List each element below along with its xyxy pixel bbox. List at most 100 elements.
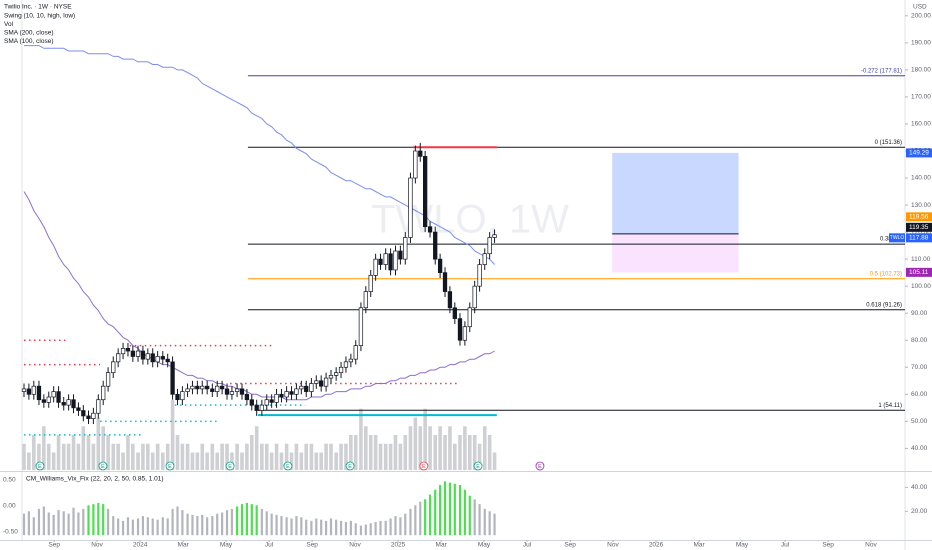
indicator-bar <box>196 516 199 536</box>
indicator-bar <box>156 519 159 536</box>
indicator-bar <box>285 517 288 536</box>
candle-body <box>467 307 472 328</box>
candle-body <box>145 353 150 360</box>
indicator-bar <box>67 513 70 536</box>
candle-body <box>348 358 354 363</box>
volume-bar <box>299 452 304 470</box>
indicator-bar <box>384 520 387 536</box>
event-label: E <box>348 464 352 470</box>
legend-item: SMA (100, close) <box>4 38 54 45</box>
indicator-bar <box>230 508 234 536</box>
event-badge <box>473 461 483 471</box>
volume-bar <box>324 443 328 470</box>
volume-bar <box>225 443 229 470</box>
candle-body <box>442 272 448 292</box>
volume-bar <box>96 417 101 470</box>
indicator-bar <box>290 518 293 536</box>
volume-bar <box>467 435 472 470</box>
y-tick-label: 200.00 <box>911 13 931 20</box>
candle-body <box>447 291 453 309</box>
volume-bar <box>190 452 195 470</box>
volume-bar <box>463 426 467 470</box>
indicator-bar <box>434 489 437 536</box>
candle-body <box>125 347 131 352</box>
event-label: E <box>538 464 542 470</box>
volume-bar <box>393 435 398 470</box>
indicator-bar <box>305 519 308 536</box>
candle-body <box>418 150 423 157</box>
indicator-bar <box>240 504 244 536</box>
price-badge <box>906 148 932 158</box>
volume-bar <box>472 435 477 470</box>
candle-body <box>244 393 250 401</box>
volume-bar <box>230 452 234 470</box>
y-tick-label: 130.00 <box>911 202 931 209</box>
sma-line <box>24 45 495 265</box>
candle-body <box>353 345 358 360</box>
event-label: E <box>228 464 232 470</box>
candle-body <box>269 399 274 403</box>
candle-body <box>477 264 482 287</box>
indicator-bar <box>329 518 333 536</box>
x-tick-label: Sep <box>822 542 834 549</box>
indicator-bar <box>493 513 496 536</box>
volume-bar <box>245 443 249 470</box>
candle-body <box>111 361 116 374</box>
candle-body <box>215 385 220 392</box>
volume-bar <box>71 435 76 470</box>
candle-body <box>279 393 284 398</box>
x-tick-label: Nov <box>349 542 361 549</box>
x-tick-label: May <box>220 542 233 549</box>
fib-label: 1 (54.11) <box>878 403 902 409</box>
candle-body <box>66 399 71 406</box>
indicator-bar <box>52 514 55 536</box>
candle-body <box>180 391 185 401</box>
candle-body <box>91 412 96 419</box>
x-tick-label: May <box>736 542 749 549</box>
x-tick-label: 2025 <box>391 542 406 549</box>
candle-body <box>472 285 477 309</box>
candle-body <box>96 399 101 414</box>
candle-body <box>26 388 32 395</box>
candle-body <box>81 410 86 417</box>
event-badge <box>535 461 545 471</box>
volume-bar <box>388 443 393 470</box>
indicator-bar <box>221 512 224 536</box>
indicator-bar <box>126 517 130 536</box>
candle-body <box>294 388 299 395</box>
candle-body <box>304 385 309 392</box>
volume-bar <box>458 435 462 470</box>
volume-bar <box>215 452 220 470</box>
candle-body <box>61 402 66 406</box>
volume-bar <box>27 452 31 470</box>
volume-bar <box>86 435 91 470</box>
y-tick-label: 170.00 <box>911 94 931 101</box>
candle-body <box>363 291 368 309</box>
volume-bar <box>413 417 418 470</box>
volume-bar <box>61 443 66 470</box>
candle-body <box>116 353 121 363</box>
volume-bar <box>378 443 383 470</box>
indicator-bar <box>414 505 417 536</box>
volume-bar <box>81 426 86 470</box>
candle-body <box>274 393 279 403</box>
x-tick-label: Nov <box>865 542 877 549</box>
volume-bar <box>448 426 452 470</box>
volume-bar <box>329 443 333 470</box>
volume-bar <box>210 443 215 470</box>
y-tick-label: 80.00 <box>911 337 928 344</box>
volume-bar <box>220 443 224 470</box>
candle-body <box>200 385 205 390</box>
volume-bar <box>175 435 180 470</box>
volume-bar <box>46 443 51 470</box>
volume-bar <box>373 435 378 470</box>
candle-body <box>76 407 81 411</box>
indicator-bar <box>176 506 179 536</box>
volume-bar <box>349 435 353 470</box>
indicator-bar <box>468 495 471 536</box>
candle-body <box>224 388 230 395</box>
candle-body <box>239 388 245 395</box>
volume-bar <box>408 426 413 470</box>
candle-body <box>190 385 195 390</box>
